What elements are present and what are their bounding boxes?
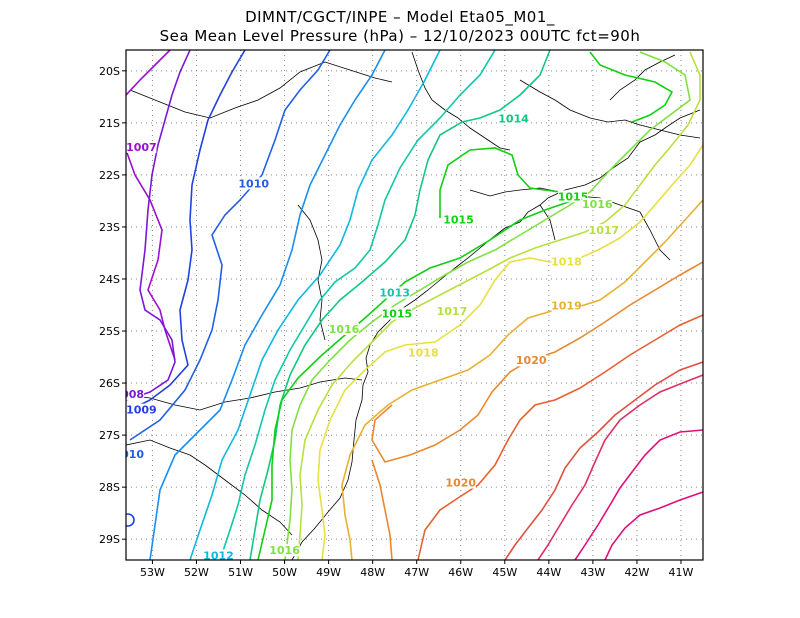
contour-label: 1018	[551, 255, 582, 268]
contour-label: 010	[121, 448, 144, 461]
contour-label: 1016	[269, 544, 300, 557]
isobar-1018	[317, 144, 703, 560]
lat-tick-label: 28S	[99, 481, 120, 494]
contour-label-bg	[238, 177, 269, 190]
lat-tick-label: 20S	[99, 65, 120, 78]
contour-label-bg	[329, 323, 360, 336]
lat-tick-label: 25S	[99, 325, 120, 338]
map-subtitle: Sea Mean Level Pressure (hPa) – 12/10/20…	[159, 27, 641, 45]
contour-label-bg	[582, 198, 613, 211]
lon-tick-label: 43W	[580, 566, 605, 579]
contour-label: 1015	[558, 190, 589, 203]
isobar-1010	[129, 50, 331, 441]
lat-tick-label: 23S	[99, 221, 120, 234]
isobars	[126, 50, 703, 560]
contour-label-bg	[588, 224, 619, 237]
contour-label: 1016	[329, 323, 360, 336]
contour-label-bg	[203, 549, 234, 560]
contour-label-bg	[445, 476, 476, 489]
contour-label: 1016	[582, 198, 613, 211]
map-title: DIMNT/CGCT/INPE – Model Eta05_M01_	[245, 8, 555, 26]
contour-label: 1017	[589, 224, 620, 237]
contour-label-bg	[498, 112, 529, 125]
grid-lines	[126, 50, 703, 560]
isobar-1009	[129, 50, 246, 411]
lon-tick-label: 52W	[184, 566, 209, 579]
isobar-1013	[219, 50, 496, 560]
isobar-1011	[149, 50, 386, 560]
isobar-1019	[341, 199, 703, 560]
lon-tick-label: 47W	[404, 566, 429, 579]
isobar-1020	[371, 261, 703, 560]
lat-tick-label: 24S	[99, 273, 120, 286]
lat-tick-label: 27S	[99, 429, 120, 442]
lon-tick-label: 46W	[448, 566, 473, 579]
contour-label-bg	[408, 346, 439, 359]
contour-label: 1014	[498, 112, 529, 125]
lon-tick-label: 41W	[669, 566, 694, 579]
lon-tick-label: 53W	[140, 566, 165, 579]
contour-label-bg	[558, 190, 589, 203]
contour-label-bg	[443, 213, 474, 226]
contour-label-bg	[381, 307, 412, 320]
isobar-1023	[574, 429, 703, 560]
coastline	[126, 51, 701, 560]
contour-label: 1007	[126, 141, 157, 154]
axis-ticks: 20S 21S 22S 23S 24S 25S 26S 27S 28S 29S 53W 52W 51W 5…	[99, 65, 694, 579]
lon-tick-label: 50W	[272, 566, 297, 579]
contour-label-bg	[126, 447, 145, 460]
contour-labels: 1007101000810090101013101410151015101510…	[121, 112, 620, 562]
lat-tick-label: 21S	[99, 117, 120, 130]
contour-label: 1017	[437, 305, 468, 318]
lon-tick-label: 44W	[536, 566, 561, 579]
contour-label: 1018	[408, 346, 439, 359]
lon-tick-label: 49W	[316, 566, 341, 579]
contour-label-bg	[551, 255, 582, 268]
isobar-1021b	[504, 361, 703, 560]
contour-label: 1015	[382, 307, 413, 320]
lon-tick-label: 48W	[360, 566, 385, 579]
contour-label: 1013	[379, 287, 410, 300]
contour-label: 008	[121, 388, 144, 401]
lon-tick-label: 45W	[492, 566, 517, 579]
isobar-1016	[284, 51, 691, 560]
contour-label: 1009	[126, 404, 157, 417]
lat-tick-label: 29S	[99, 533, 120, 546]
isobar-1012	[189, 50, 441, 560]
lon-tick-label: 51W	[228, 566, 253, 579]
isobar-1008	[126, 50, 191, 401]
isobar-1007	[126, 50, 176, 361]
lat-tick-label: 26S	[99, 377, 120, 390]
contour-label-bg	[516, 354, 547, 367]
isobar-1009-circle	[126, 513, 135, 527]
contour-label: 1020	[516, 354, 547, 367]
contour-label-bg	[551, 299, 582, 312]
contour-label-bg	[436, 304, 467, 317]
plot-frame	[125, 49, 704, 561]
contour-label-bg	[379, 286, 410, 299]
contour-label: 1019	[551, 300, 582, 313]
contour-label-bg	[126, 403, 157, 416]
contour-label-bg	[269, 544, 300, 557]
isobar-1021	[417, 314, 703, 560]
lon-tick-label: 42W	[624, 566, 649, 579]
isobar-1017	[297, 51, 701, 560]
contour-label-bg	[126, 388, 145, 401]
contour-label: 1012	[203, 549, 234, 562]
isobar-1022	[537, 374, 703, 560]
lat-tick-label: 22S	[99, 169, 120, 182]
contour-label: 1010	[238, 177, 269, 190]
contour-label: 1020	[445, 477, 476, 490]
contour-label-bg	[126, 140, 157, 153]
contour-label: 1015	[443, 214, 474, 227]
